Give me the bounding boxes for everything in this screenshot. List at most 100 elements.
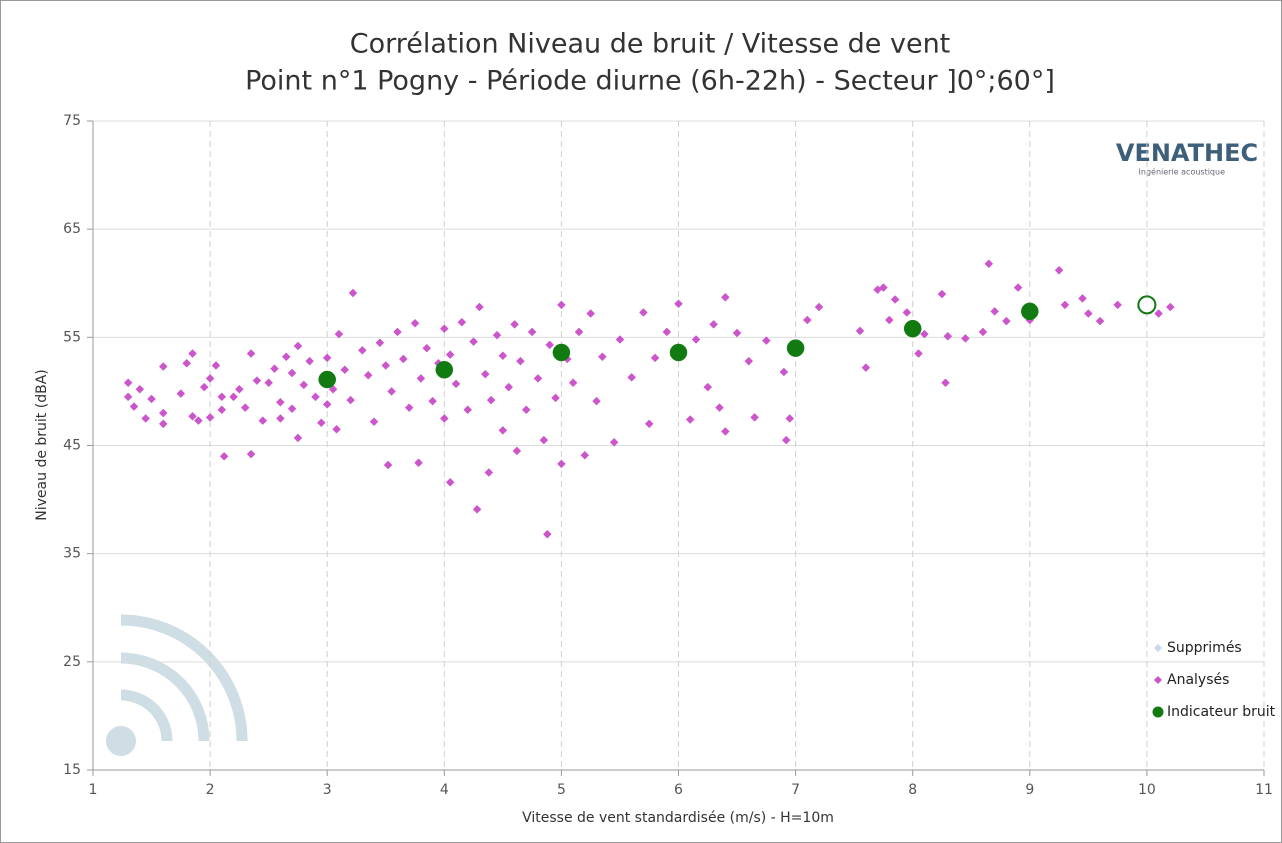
point [1013,283,1023,292]
point [720,292,730,302]
legend-marker [1154,644,1162,652]
point [258,416,268,425]
point [264,378,274,388]
point [334,329,344,339]
point [669,343,688,362]
point [521,405,531,415]
point [287,368,297,378]
point [293,341,303,351]
point [551,393,560,403]
point [539,435,549,445]
point [914,349,923,358]
point [1154,309,1163,318]
point [709,319,718,329]
point [1137,295,1157,315]
point [123,392,133,402]
point [720,427,730,436]
point [305,356,314,366]
point [158,362,168,371]
y-tick-label: 75 [63,113,81,129]
point [1060,300,1070,310]
point [199,382,209,392]
point [1095,316,1105,326]
point [398,354,408,364]
point [141,414,151,423]
point [435,361,454,379]
point [281,352,291,362]
point [457,317,467,327]
point [498,426,508,435]
x-tick-label: 11 [1255,782,1273,798]
point [533,374,543,383]
y-tick-label: 25 [63,654,81,670]
point [890,295,900,304]
point [205,413,215,422]
point [322,400,332,409]
point [732,328,742,338]
point [158,419,168,429]
point [217,405,227,415]
point [346,395,355,405]
point [422,343,432,353]
point [1002,316,1011,326]
point [182,358,192,368]
point [750,413,759,422]
point [504,382,514,392]
point [439,324,449,334]
point [943,331,953,341]
y-tick-label: 55 [63,329,81,345]
point [383,460,393,470]
point [512,446,522,456]
legend-marker [1152,706,1164,718]
point [592,396,601,406]
y-tick-label: 15 [63,762,81,778]
point [393,327,402,337]
point [903,319,922,338]
point [484,468,494,477]
point [348,288,358,298]
point [961,334,970,343]
point [363,370,373,380]
point [527,327,537,337]
point [235,384,244,394]
point [662,327,672,337]
point [475,302,484,312]
point [779,367,789,377]
point [135,384,145,394]
x-tick-label: 2 [206,782,215,798]
logo-subtitle: Ingénierie acoustique [1139,167,1226,177]
point [685,415,695,424]
point [205,374,215,383]
point [639,308,648,317]
point [990,307,1000,316]
point [609,437,619,447]
point [246,349,256,358]
watermark [106,614,248,756]
point [781,435,791,445]
point [340,365,350,375]
point [194,416,203,425]
point [158,408,168,418]
point [785,414,795,423]
point [416,374,426,383]
y-tick-label: 45 [63,438,81,454]
point [219,451,229,461]
point [486,395,496,405]
point [357,345,367,355]
point [445,477,455,487]
x-tick-label: 6 [674,782,683,798]
point [176,389,186,398]
point [552,343,571,362]
point [439,414,449,423]
point [387,387,396,396]
point [1113,300,1122,310]
point [586,309,596,318]
point [510,319,519,329]
point [1165,302,1175,312]
x-tick-label: 3 [323,782,332,798]
point [252,376,262,385]
point [463,405,473,415]
point [984,259,994,269]
y-tick-label: 65 [63,221,81,237]
